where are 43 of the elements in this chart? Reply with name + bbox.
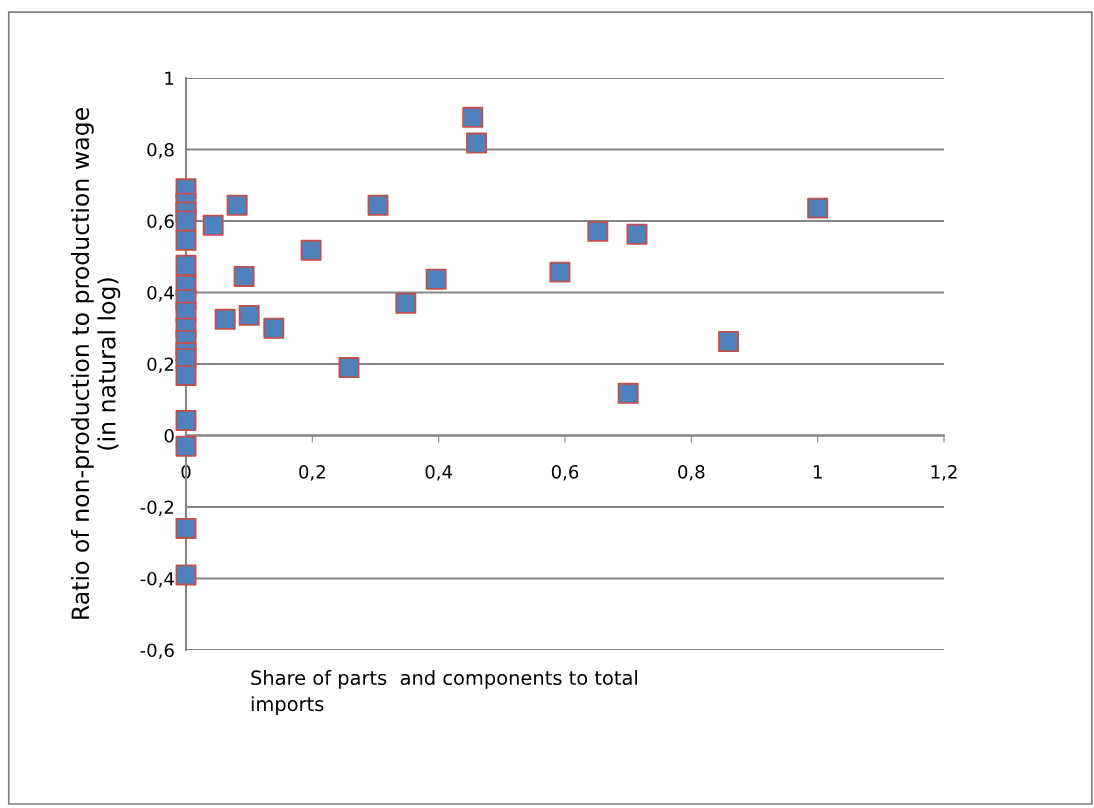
point	[466, 132, 488, 154]
point	[175, 564, 197, 586]
point	[175, 410, 197, 431]
x-axis-title: Share of parts and components to total imports	[251, 670, 637, 716]
y-tick-label: 0	[164, 428, 174, 443]
y-tick-label: 0,4	[147, 285, 174, 302]
y-tick-label: 0,8	[147, 142, 174, 159]
point	[233, 265, 255, 287]
point	[587, 220, 609, 242]
point	[338, 357, 360, 379]
x-tick-label: 1	[813, 465, 822, 479]
point	[238, 304, 260, 326]
point	[263, 317, 285, 339]
point	[175, 229, 197, 251]
point	[395, 292, 417, 314]
point	[175, 435, 197, 457]
y-axis-title: Ratio of non-production to production wage (in natural log)	[70, 108, 121, 619]
point	[718, 331, 740, 352]
point	[807, 197, 829, 219]
point	[425, 268, 447, 290]
point	[175, 364, 197, 386]
point	[175, 517, 197, 539]
x-tick-label: 0,8	[678, 464, 705, 481]
point	[549, 261, 571, 283]
x-tick-label: 0,4	[425, 464, 453, 481]
x-tick-label: 0,6	[551, 464, 579, 481]
x-tick-label: 1,2	[931, 464, 957, 481]
y-tick-label: 0,6	[147, 214, 174, 230]
x-tick-label: 0,2	[299, 464, 325, 481]
y-tick-label: -0,4	[140, 571, 174, 588]
point	[214, 308, 236, 330]
point	[617, 382, 639, 404]
y-tick-label: 1	[165, 71, 174, 85]
point	[175, 254, 197, 276]
point	[367, 194, 389, 216]
point	[226, 194, 248, 216]
point	[202, 214, 224, 236]
point	[300, 239, 322, 261]
y-tick-label: 0,2	[147, 357, 174, 373]
y-tick-label: -0,6	[140, 643, 174, 659]
point	[462, 106, 484, 128]
point	[626, 223, 648, 245]
y-tick-label: -0,2	[140, 500, 174, 516]
